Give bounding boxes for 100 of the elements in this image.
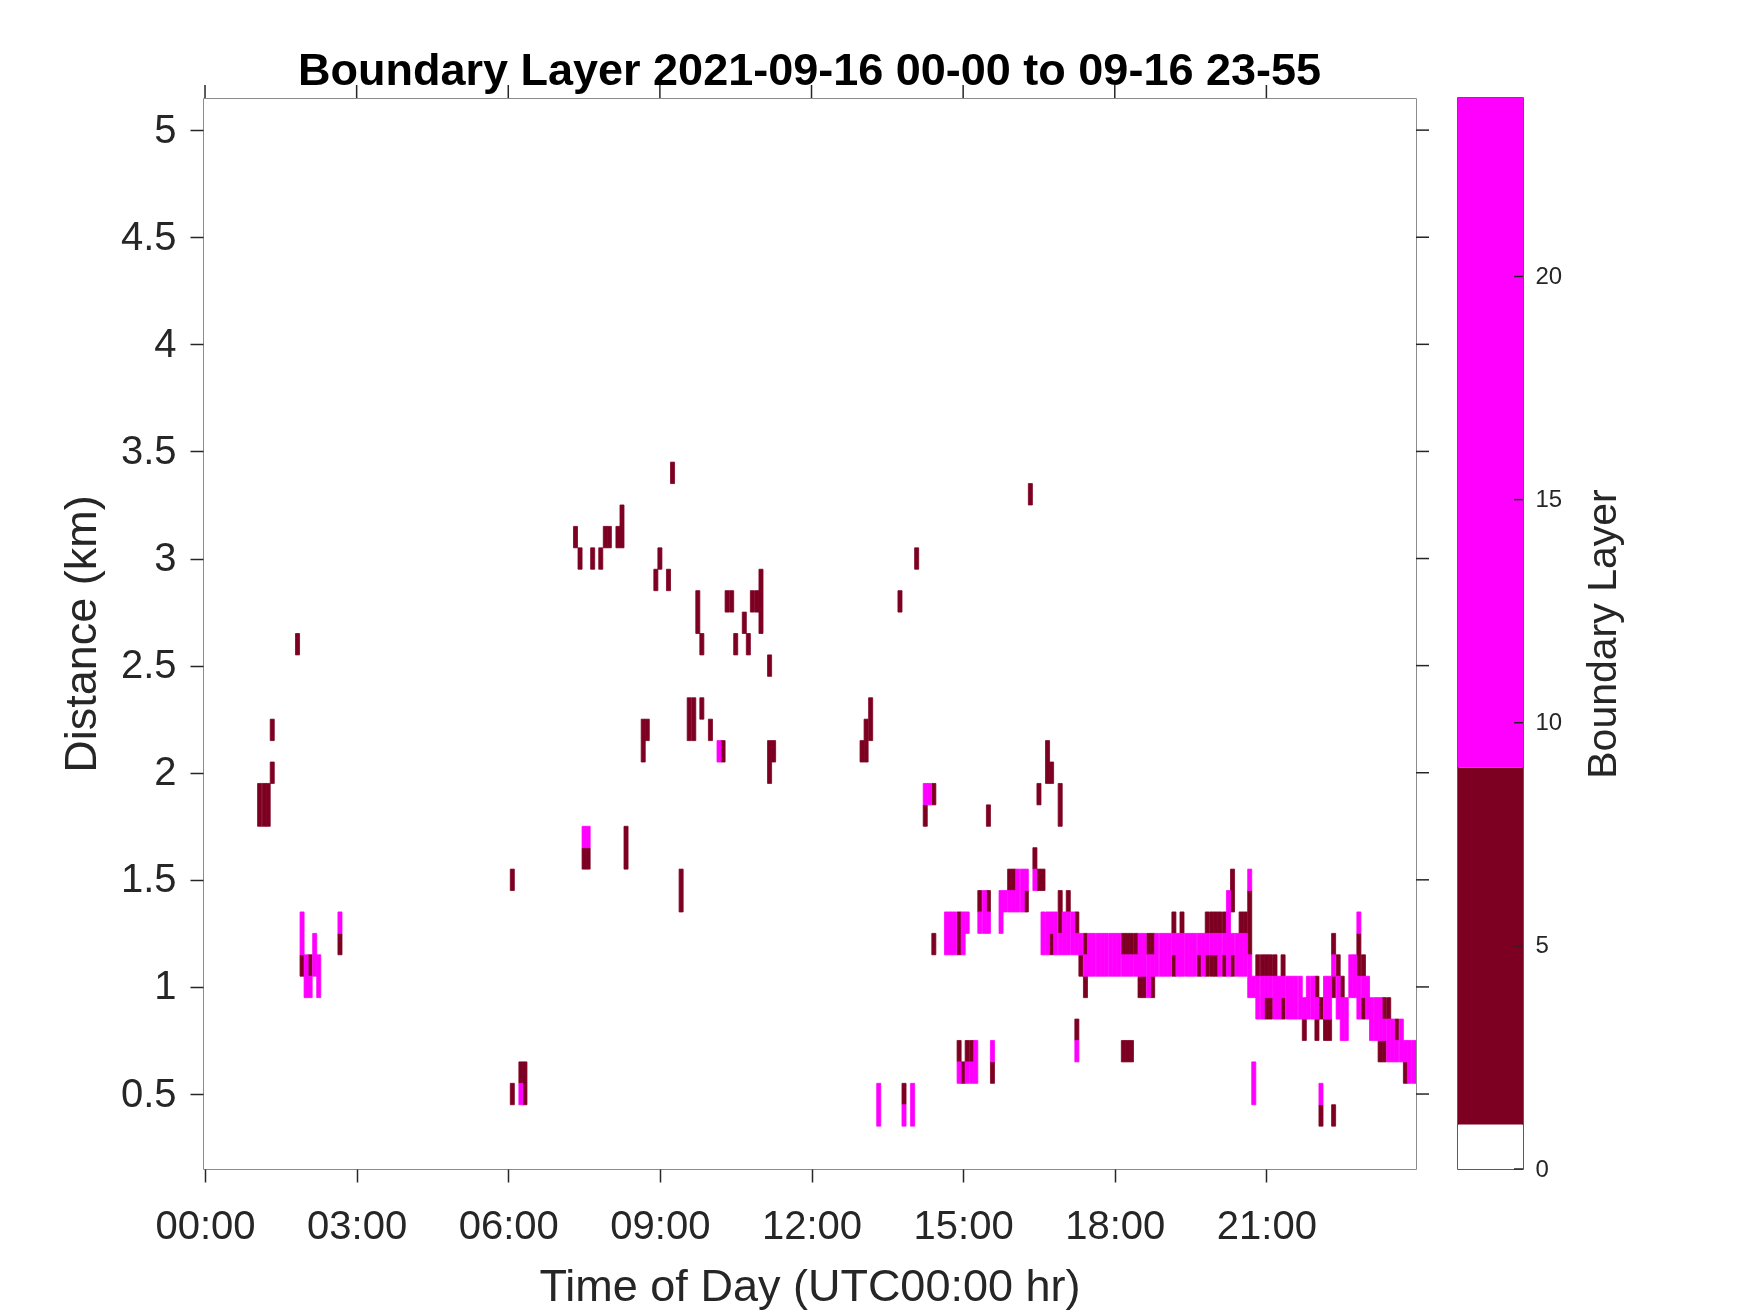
- bar: [691, 697, 697, 741]
- x-tick-label: 18:00: [1065, 1202, 1166, 1247]
- bar: [1217, 932, 1223, 977]
- bar: [699, 697, 705, 720]
- y-axis-title: Boundary Layer: [1579, 489, 1626, 779]
- y-tick-label: 4: [154, 320, 177, 365]
- bar: [1301, 1018, 1307, 1041]
- bar: [981, 890, 987, 934]
- bar: [1045, 740, 1050, 784]
- bar: [1200, 932, 1206, 977]
- bar: [1327, 1018, 1332, 1041]
- y-tick-label: 0.5: [120, 1070, 177, 1115]
- bar: [1276, 975, 1282, 1020]
- bar: [964, 1061, 970, 1084]
- bar: [1074, 1040, 1080, 1063]
- bar: [1083, 975, 1088, 999]
- bar: [678, 868, 684, 913]
- bar: [1116, 932, 1122, 977]
- bar: [1411, 1040, 1416, 1084]
- bar: [977, 890, 983, 913]
- x-tick-label: 00:00: [155, 1202, 256, 1247]
- bar: [1335, 954, 1341, 977]
- bar: [1217, 911, 1223, 934]
- bar: [1255, 975, 1261, 1020]
- bar: [1074, 911, 1080, 934]
- bar: [1027, 483, 1033, 506]
- bar: [509, 1082, 515, 1106]
- bar: [606, 526, 612, 549]
- bar: [1247, 868, 1253, 891]
- bar: [1154, 932, 1160, 977]
- bar: [666, 568, 671, 592]
- x-tick-label: 03:00: [307, 1202, 408, 1247]
- x-axis-title: Time of Day (UTC00:00 hr): [539, 1259, 1081, 1311]
- bar: [518, 1082, 524, 1106]
- bar: [1065, 890, 1071, 913]
- x-tick-label: 15:00: [913, 1202, 1014, 1247]
- y-tick-label: 0: [1535, 1154, 1549, 1182]
- bar: [910, 1082, 916, 1127]
- bar: [1057, 783, 1063, 827]
- bar: [1036, 783, 1042, 806]
- bar: [1141, 975, 1147, 999]
- bar: [1272, 954, 1278, 977]
- y-tick-label: 5: [154, 106, 177, 151]
- bar: [261, 783, 267, 827]
- bar: [1390, 1018, 1396, 1063]
- bar: [1192, 932, 1198, 977]
- bar: [1293, 975, 1299, 1020]
- bar: [1074, 1018, 1080, 1041]
- bar: [986, 804, 991, 827]
- bar: [522, 1061, 528, 1106]
- bar: [590, 547, 596, 570]
- bar: [956, 1061, 962, 1084]
- y-tick-label: 5: [1535, 931, 1549, 959]
- bar: [922, 804, 928, 827]
- bar: [509, 868, 515, 891]
- bar: [1179, 911, 1185, 934]
- y-tick-label: 10: [1535, 708, 1563, 736]
- y-tick-label: 20: [1535, 262, 1563, 289]
- bar: [585, 847, 591, 870]
- bar: [931, 932, 937, 956]
- y-tick-label: 2: [154, 749, 177, 794]
- bar: [1398, 1018, 1404, 1063]
- bar: [1226, 890, 1231, 977]
- y-tick-label: 4.5: [120, 213, 177, 258]
- y-tick-label: 1: [154, 963, 177, 1008]
- bar: [1070, 911, 1076, 956]
- bar: [1040, 911, 1046, 956]
- bar: [1259, 975, 1265, 1020]
- bar: [623, 825, 629, 870]
- bar: [1015, 868, 1021, 913]
- x-tick-label: 21:00: [1216, 1202, 1317, 1247]
- bar: [1356, 911, 1362, 934]
- bar: [901, 1082, 907, 1106]
- bar: [897, 590, 903, 613]
- bar: [1314, 1018, 1320, 1041]
- bar: [295, 633, 300, 656]
- bar: [1171, 911, 1177, 934]
- bar: [956, 1040, 962, 1063]
- bar: [1331, 932, 1337, 956]
- bar: [337, 932, 343, 956]
- bar: [1179, 932, 1185, 977]
- bar: [1297, 975, 1303, 1020]
- chart-title: Boundary Layer 2021-09-16 00-00 to 09-16 23-55: [297, 44, 1322, 96]
- bar: [269, 718, 275, 741]
- bar: [767, 740, 772, 784]
- bar: [998, 890, 1004, 934]
- y-tick-label: 3: [154, 535, 177, 580]
- bar: [733, 633, 739, 656]
- y-tick-label: 15: [1535, 485, 1563, 513]
- bar: [931, 783, 937, 806]
- bar: [724, 590, 730, 613]
- bar: [1230, 868, 1235, 913]
- bar: [926, 783, 932, 806]
- bar: [708, 718, 713, 741]
- bar: [767, 654, 772, 677]
- x-tick-label: 09:00: [610, 1202, 711, 1247]
- bar: [1032, 868, 1038, 891]
- bar: [1310, 975, 1316, 1020]
- bar: [1032, 847, 1038, 870]
- bar: [619, 504, 625, 549]
